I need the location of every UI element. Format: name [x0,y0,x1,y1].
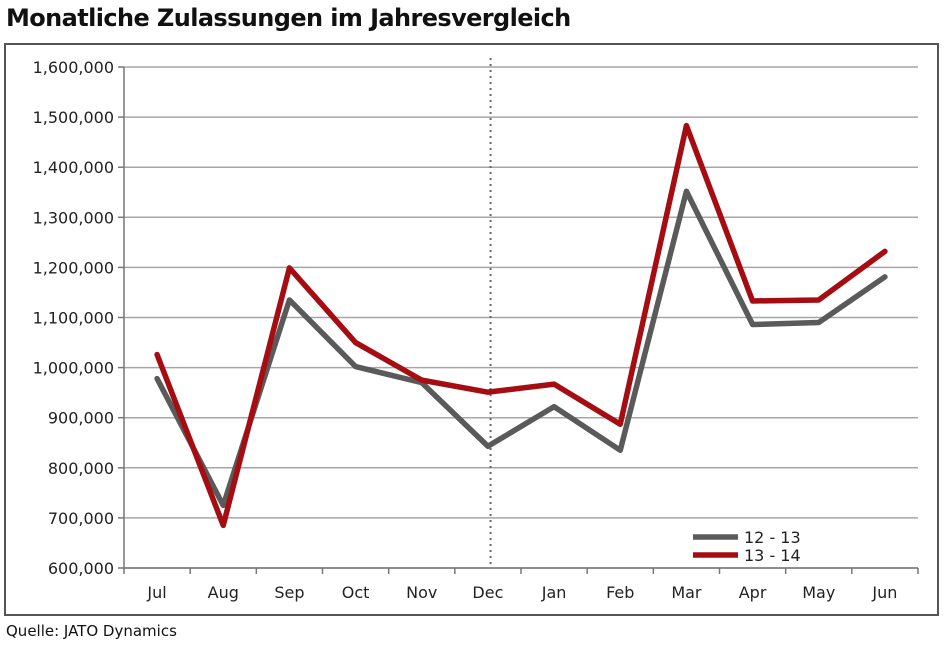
x-tick-label: Jan [541,583,567,602]
y-tick-label: 1,400,000 [33,158,114,177]
y-tick-label: 800,000 [48,459,114,478]
y-tick-label: 700,000 [48,509,114,528]
x-tick-label: Oct [342,583,370,602]
y-tick-label: 1,500,000 [33,108,114,127]
x-tick-label: Aug [208,583,239,602]
source-note: Quelle: JATO Dynamics [6,622,177,640]
y-tick-label: 1,300,000 [33,208,114,227]
x-tick-label: Feb [606,583,634,602]
chart-frame [4,43,939,616]
x-tick-label: Nov [406,583,437,602]
x-tick-label: May [802,583,835,602]
chart-title: Monatliche Zulassungen im Jahresvergleic… [6,4,571,32]
x-tick-label: Dec [472,583,503,602]
series-line-2 [154,122,888,529]
legend-label: 13 - 14 [744,546,801,565]
y-tick-label: 1,600,000 [33,58,114,77]
x-tick-label: Apr [739,583,767,602]
x-tick-label: Mar [671,583,702,602]
y-tick-label: 1,100,000 [33,309,114,328]
y-tick-label: 600,000 [48,559,114,578]
x-tick-label: Sep [274,583,304,602]
x-tick-label: Jun [871,583,897,602]
series-line-1 [154,188,888,509]
y-tick-label: 1,000,000 [33,359,114,378]
legend-label: 12 - 13 [744,528,801,547]
x-tick-label: Jul [146,583,166,602]
y-tick-label: 900,000 [48,409,114,428]
y-tick-label: 1,200,000 [33,258,114,277]
